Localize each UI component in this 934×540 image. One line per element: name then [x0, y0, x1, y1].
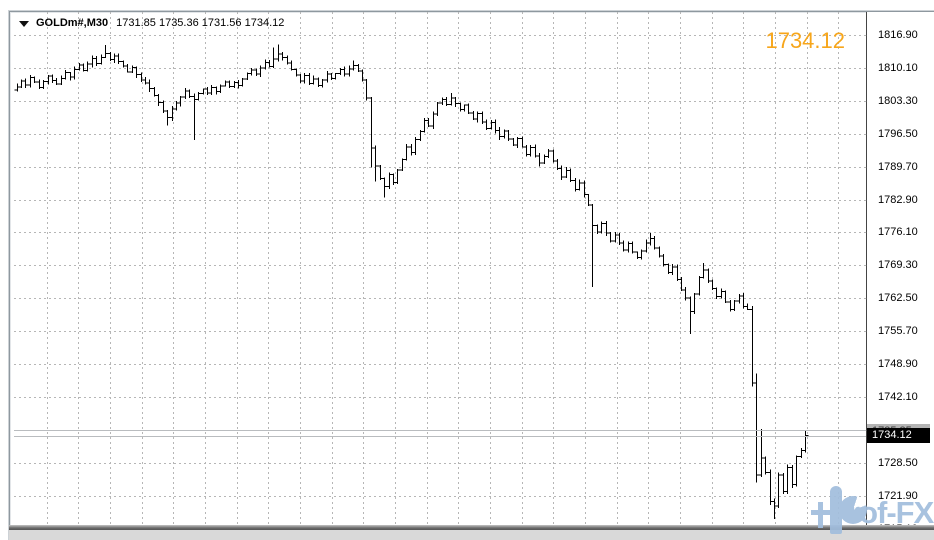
- gridlines-vertical: [47, 12, 839, 529]
- gridlines-horizontal: [14, 35, 866, 530]
- watermark-profex: rof-FX: [806, 486, 934, 540]
- axis-price-label: 1748.90: [878, 358, 918, 370]
- profex-logo-plus-icon: [818, 502, 823, 528]
- price-scale[interactable]: 1816.90 1810.10 1803.30 1796.50 1789.70 1782.…: [867, 12, 934, 535]
- axis-price-label: 1742.10: [878, 390, 918, 403]
- axis-price-label: 1762.50: [878, 292, 918, 305]
- axis-price-label: 1728.50: [878, 456, 918, 469]
- ohlc-bars: [14, 44, 809, 519]
- axis-price-label: 1803.30: [878, 94, 918, 107]
- window-bottom-strip[interactable]: [9, 530, 934, 540]
- window-outer-bevel: [8, 10, 934, 540]
- axis-price-label: 1782.90: [878, 193, 918, 206]
- ohlc-values-label: 1731.85 1735.36 1731.56 1734.12: [116, 17, 285, 29]
- profex-logo-pie-icon: [839, 496, 867, 524]
- bid-ask-lines: [14, 430, 866, 437]
- axis-price-label: 1796.50: [878, 127, 918, 140]
- axis-price-label: 1789.70: [878, 160, 918, 173]
- collapse-ohlc-arrow-icon[interactable]: [19, 20, 29, 27]
- axis-price-label: 1810.10: [878, 61, 918, 74]
- chart-bottom-border: [9, 525, 934, 530]
- profex-logo-plus-icon: [811, 510, 830, 515]
- axis-price-label: 1769.30: [878, 259, 918, 272]
- axis-price-label: 1721.90: [878, 489, 918, 502]
- profex-logo-p-icon: [830, 486, 842, 534]
- axis-price-label: 1816.90: [878, 29, 918, 41]
- axis-price-label: 1755.70: [878, 325, 918, 338]
- axis-price-label: 1776.10: [878, 226, 918, 239]
- chart-window: [9, 11, 934, 540]
- bid-price-tag: 1734.12: [867, 428, 930, 443]
- symbol-period-label: GOLDm#,M30: [36, 17, 109, 29]
- watermark-text: rof-FX: [848, 495, 934, 530]
- chart-title-row: GOLDm#,M30 1731.85 1735.36 1731.56 1734.…: [19, 16, 284, 30]
